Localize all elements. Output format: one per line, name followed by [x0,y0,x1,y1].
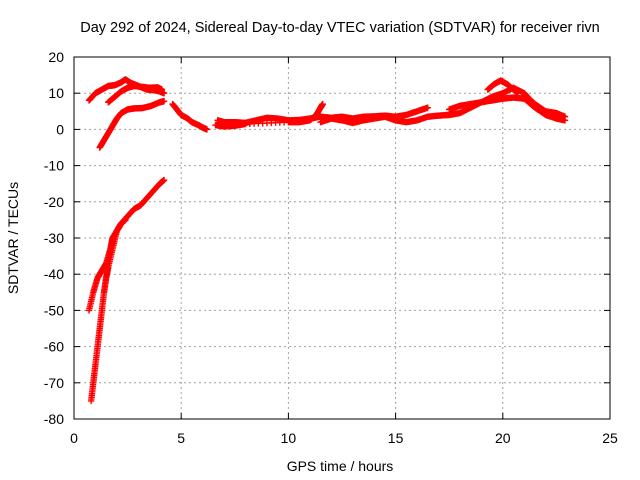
x-tick-label: 5 [177,430,185,446]
data-point [158,86,166,93]
data-point [561,117,569,124]
grid-lines [74,57,610,419]
data-point [319,100,326,108]
y-tick-label: -20 [44,194,64,210]
x-tick-label: 10 [281,430,297,446]
data-point [160,97,168,105]
y-tick-label: -80 [44,411,64,427]
y-axis-label: SDTVAR / TECUs [5,182,21,294]
data-point [514,90,522,97]
series-arc-late-hump [484,77,522,97]
data-point [122,216,129,224]
series-arc-late [446,94,569,124]
x-tick-label: 25 [602,430,618,446]
y-tick-label: -10 [44,158,64,174]
series-arc-drop [169,100,211,133]
y-tick-label: -50 [44,302,64,318]
data-point [160,90,168,97]
y-tick-label: -70 [44,375,64,391]
data-points [85,76,569,405]
data-point [203,126,211,133]
series-arc-low-b [87,216,129,405]
series-arc-rise [96,97,168,151]
chart-title: Day 292 of 2024, Sidereal Day-to-day VTE… [80,20,600,36]
axis-ticks: 0 5 10 15 20 25 -80 -70 -60 -50 -40 -30 -20 -10 0 10 20 [44,49,618,446]
x-tick-label: 20 [495,430,511,446]
y-tick-label: -60 [44,339,64,355]
series-arc-mid-b [212,100,326,130]
y-tick-label: -40 [44,266,64,282]
series-arc-low-a [85,176,168,314]
x-tick-label: 0 [70,430,78,446]
y-tick-label: -30 [44,230,64,246]
data-point [424,104,431,111]
data-point [160,176,168,184]
x-axis-label: GPS time / hours [287,458,394,474]
y-tick-label: 10 [48,85,64,101]
y-tick-label: 0 [56,121,64,137]
y-tick-label: 20 [48,49,64,65]
series-arc-upper2 [105,82,166,106]
x-tick-label: 15 [388,430,404,446]
